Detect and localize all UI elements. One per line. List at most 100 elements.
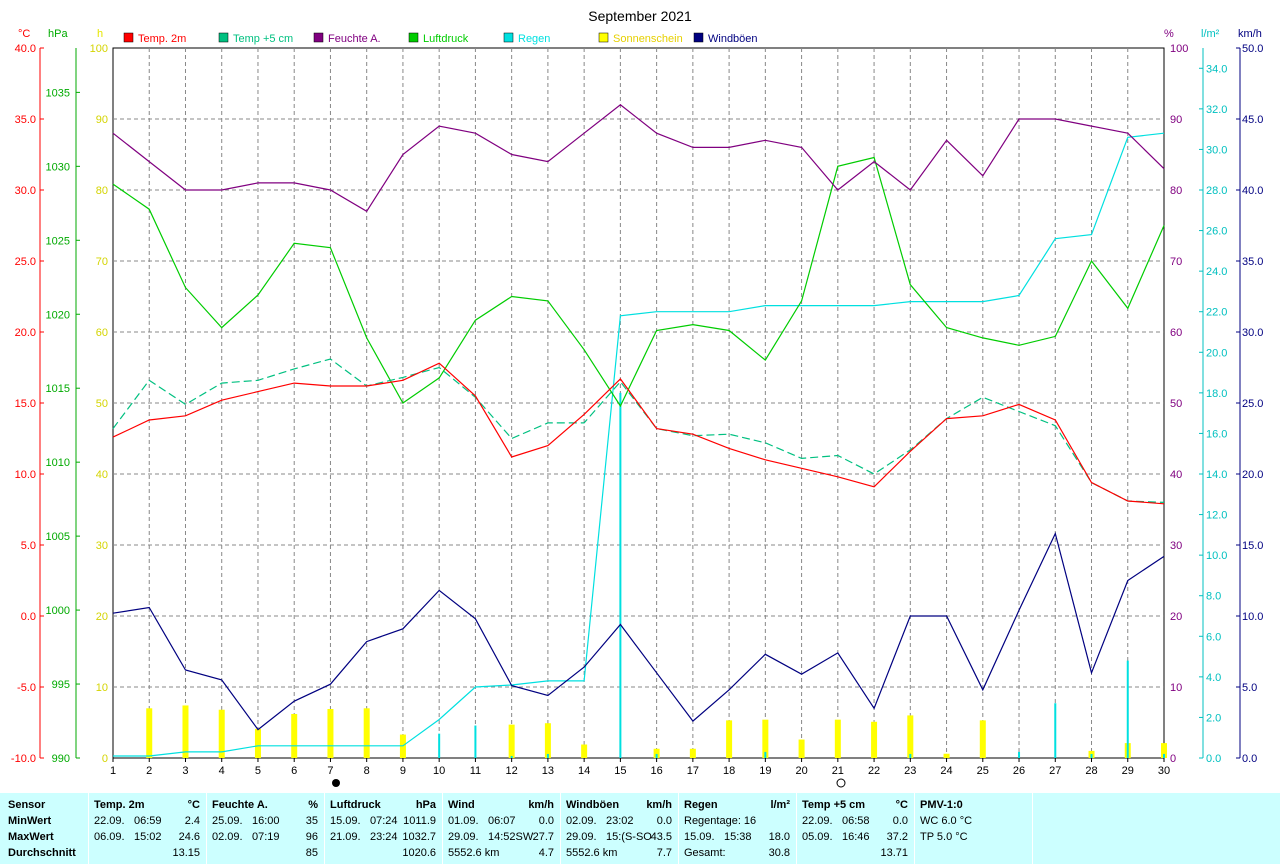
stats-block-title: Temp +5 cm [802,799,866,811]
humidity-line [112,104,1165,213]
stats-max-date: 21.09. [330,831,361,843]
y-tick-label-rain: 28.0 [1206,185,1227,197]
x-tick-label: 24 [940,765,952,777]
stats-min-time: 06:58 [842,815,870,827]
y-tick-label-sunshine: 70 [96,256,108,268]
rain-daily-bar [619,392,622,758]
rain-daily-bar [510,755,513,758]
stats-min-time: 06:07 [488,815,516,827]
legend-entry: Sonnenschein [598,32,683,45]
y-tick-label-sunshine: 80 [96,185,108,197]
stats-block: Wind km/h 01.09. 06:07 0.0 29.09. 14:52SW 27.7 5… [442,793,561,864]
stats-block-title: Regen [684,799,718,811]
y-tick-label-pressure: 1030 [46,161,70,173]
x-tick-label: 12 [506,765,518,777]
legend-label: Feuchte A. [328,33,381,45]
stats-avg-value: 1020.6 [402,847,436,859]
stats-row-labels: Sensor MinWert MaxWert Durchschnitt [0,793,89,864]
sunshine-bar [907,715,914,758]
x-tick-label: 5 [255,765,261,777]
stats-block: Temp. 2m °C 22.09. 06:59 2.4 06.09. 15:02 24.6 1… [88,793,207,864]
stats-min-time: 16:00 [252,815,280,827]
legend-label: Windböen [708,33,758,45]
chart-lines [112,104,1165,757]
y-tick-label-temp: 10.0 [15,469,36,481]
y-tick-label-rain: 32.0 [1206,104,1227,116]
x-tick-label: 11 [470,765,481,777]
y-tick-label-rain: 30.0 [1206,144,1227,156]
y-tick-label-temp: 0.0 [21,611,36,623]
legend-label: Luftdruck [423,33,469,45]
stats-min-date: Regentage: 16 [684,815,757,827]
stats-block-title: Wind [448,799,475,811]
y-tick-label-sunshine: 0 [102,753,108,765]
sunshine-bar [979,720,986,758]
rain-daily-bar [1018,751,1021,758]
stats-max-time: 23:24 [370,831,398,843]
temp-2m-line [112,362,1165,505]
stats-row-avg: Durchschnitt [8,847,76,859]
rain-daily-bar [1163,753,1165,758]
rain-daily-bar [1090,753,1093,758]
sunshine-bar [943,753,950,758]
y-tick-label-rain: 24.0 [1206,266,1227,278]
y-tick-label-pressure: 995 [52,679,70,691]
stats-block-unit: % [308,799,318,811]
sunshine-bar [689,748,696,758]
axis-unit-sunshine: h [97,28,103,40]
statistics-table: Sensor MinWert MaxWert Durchschnitt Temp… [0,793,1280,864]
stats-block-unit: hPa [415,799,436,811]
y-tick-label-humidity: 100 [1170,43,1188,55]
y-tick-label-rain: 18.0 [1206,388,1227,400]
sunshine-bar [146,708,153,758]
y-tick-label-humidity: 70 [1170,256,1182,268]
legend-swatch [693,32,704,43]
stats-block-title: PMV-1:0 [920,799,963,811]
legend-entry: Temp. 2m [123,32,186,45]
stats-block-title: Windböen [566,799,620,811]
stats-block: PMV-1:0 WC 6.0 °C TP 5.0 °C [914,793,1033,864]
sunshine-bar [581,744,588,758]
x-tick-label: 17 [687,765,699,777]
y-tick-label-pressure: 1005 [46,531,70,543]
stats-block-unit: °C [895,799,908,811]
stats-max-value: 27.7 [532,831,554,843]
stats-avg-value: 85 [305,847,318,859]
rain-daily-bar [909,753,912,758]
x-tick-label: 30 [1158,765,1170,777]
y-tick-label-wind: 30.0 [1242,327,1263,339]
stats-block: Temp +5 cm °C 22.09. 06:58 0.0 05.09. 16:46 37.… [796,793,915,864]
rain-daily-bar [1054,703,1057,758]
stats-block: Regen l/m² Regentage: 16 15.09. 15:38 18.0 Ges… [678,793,797,864]
sunshine-bar [834,719,841,758]
axis-unit-temp: °C [18,28,30,40]
stats-max-time: 07:19 [252,831,280,843]
y-tick-label-rain: 12.0 [1206,510,1227,522]
stats-max-date: TP 5.0 °C [920,831,968,843]
stats-block: Windböen km/h 02.09. 23:02 0.0 29.09. 15:(S-SO… [560,793,679,864]
rain-daily-bar [546,753,549,758]
sunshine-bar [327,709,334,758]
stats-avg-value: 13.71 [880,847,908,859]
sunshine-bar [871,721,878,758]
y-tick-label-sunshine: 40 [96,469,108,481]
sunshine-bar [254,728,261,758]
y-tick-label-pressure: 1020 [46,309,70,321]
y-tick-label-humidity: 0 [1170,753,1176,765]
legend-entry: Temp +5 cm [218,32,293,45]
rain-daily-bar [474,725,477,758]
full-moon-icon [836,778,846,788]
x-tick-label: 13 [542,765,554,777]
y-tick-label-sunshine: 30 [96,540,108,552]
stats-sensor-label: Sensor [8,799,46,811]
legend-entry: Luftdruck [408,32,469,45]
x-tick-label: 8 [364,765,370,777]
y-tick-label-humidity: 30 [1170,540,1182,552]
legend-label: Temp +5 cm [233,33,293,45]
x-axis-ticks: 1 2 3 4 5 6 7 8 9 10 11 12 13 14 15 16 17 18 19 20 21 22 23 24 2… [110,758,1170,777]
rain-daily-bar [764,751,767,758]
axis-unit-humidity: % [1164,28,1174,40]
legend-entry: Feuchte A. [313,32,381,45]
stats-block-title: Temp. 2m [94,799,145,811]
legend-label: Temp. 2m [138,33,186,45]
